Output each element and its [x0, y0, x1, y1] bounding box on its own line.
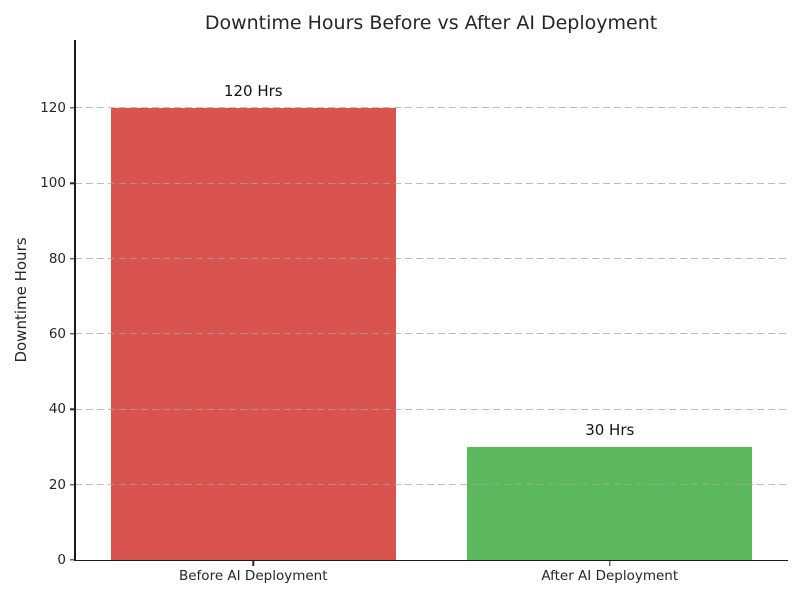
bar-value-label: 30 Hrs	[585, 420, 635, 439]
y-tick-label: 60	[48, 325, 66, 342]
y-tick-mark	[70, 483, 75, 486]
y-tick-label: 20	[48, 476, 66, 493]
gridline	[75, 258, 788, 260]
x-axis-spine	[74, 559, 788, 561]
chart-title: Downtime Hours Before vs After AI Deploy…	[204, 12, 658, 34]
y-tick-mark	[70, 257, 75, 260]
x-tick-mark	[252, 561, 254, 566]
bar-after-ai-deployment	[467, 446, 753, 560]
y-tick-label: 80	[48, 250, 66, 267]
y-tick-mark	[70, 333, 75, 335]
y-tick-mark	[70, 182, 75, 184]
gridline	[75, 484, 788, 486]
y-tick-mark	[70, 107, 75, 109]
y-tick-label: 100	[40, 175, 66, 192]
gridline	[75, 333, 788, 335]
y-tick-mark	[70, 408, 75, 410]
x-tick-label: After AI Deployment	[541, 568, 679, 584]
gridline	[75, 408, 788, 410]
bar-value-label: 120 Hrs	[223, 81, 283, 100]
y-tick-label: 40	[48, 401, 66, 418]
gridline	[75, 182, 788, 184]
y-tick-mark	[70, 559, 75, 561]
y-tick-label: 0	[57, 552, 66, 568]
x-tick-label: Before AI Deployment	[178, 568, 328, 584]
x-tick-mark	[609, 561, 611, 566]
y-tick-label: 120	[40, 99, 66, 116]
gridline	[75, 107, 788, 109]
y-axis-spine	[74, 40, 76, 561]
